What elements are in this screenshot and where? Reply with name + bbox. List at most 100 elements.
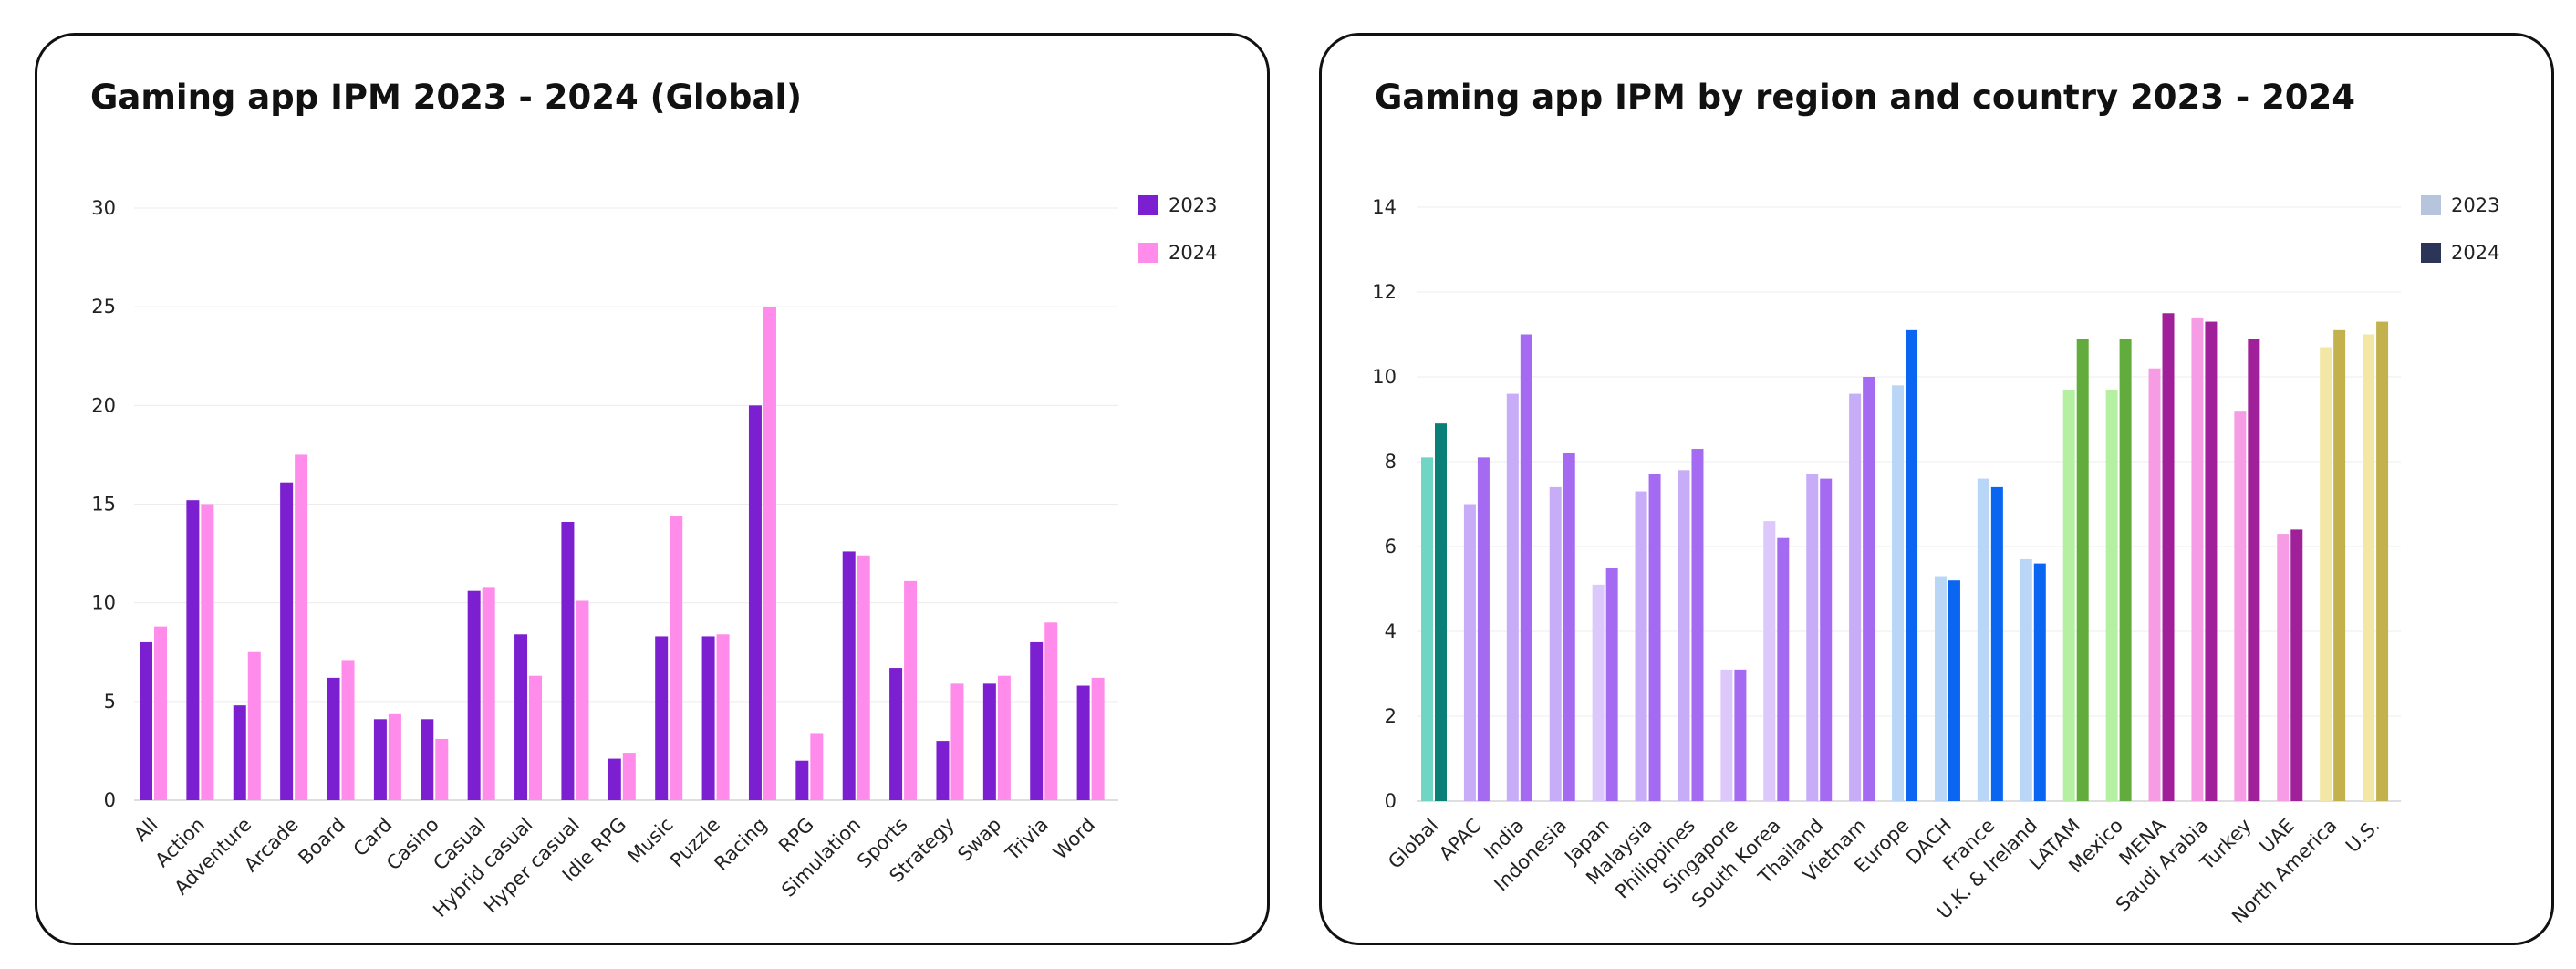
bar-2024-swap: [997, 675, 1011, 800]
bar-2023-mena: [2148, 368, 2161, 801]
bar-2024-puzzle: [716, 634, 730, 800]
bar-2024-mena: [2162, 313, 2175, 801]
y-tick-label: 30: [91, 197, 116, 219]
bar-2024-trivia: [1044, 622, 1058, 800]
y-tick-label: 14: [1372, 196, 1397, 218]
bar-2024-simulation: [857, 555, 870, 800]
bar-2023-global: [1421, 457, 1433, 801]
bar-chart-region-ipm: 02468101214GlobalAPACIndiaIndonesiaJapan…: [1372, 194, 2499, 928]
legend-label-2023: 2023: [2451, 194, 2499, 216]
bar-2023-uae: [2277, 534, 2290, 801]
chart-panel-global-ipm: Gaming app IPM 2023 - 2024 (Global) 0 5 10…: [35, 33, 1270, 945]
bar-2024-saudi-arabia: [2205, 321, 2218, 801]
bar-2023-north-america: [2320, 347, 2332, 801]
x-tick-label: Word: [1049, 814, 1099, 864]
bar-2023-card: [373, 719, 387, 800]
bar-2024-malaysia: [1648, 474, 1661, 801]
bar-2024-mexico: [2119, 339, 2132, 801]
bar-2024-card: [388, 713, 401, 800]
y-tick-label: 8: [1385, 451, 1397, 473]
bar-2023-casual: [467, 590, 481, 800]
bar-2023-india: [1506, 393, 1519, 801]
bar-2023-mexico: [2105, 389, 2118, 801]
bar-2023-malaysia: [1635, 491, 1647, 801]
bar-2024-all: [154, 626, 167, 800]
bar-2023-thailand: [1806, 474, 1819, 801]
legend-swatch-2024: [2421, 243, 2441, 263]
x-tick-label: APAC: [1435, 815, 1485, 865]
bar-2024-dach: [1948, 580, 1960, 801]
chart-title: Gaming app IPM by region and country 202…: [1375, 78, 2356, 117]
bar-2023-casino: [421, 719, 434, 800]
bar-2023-france: [1977, 478, 1989, 801]
bar-2023-arcade: [280, 482, 294, 800]
legend-label-2024: 2024: [1169, 242, 1217, 264]
bar-2024-word: [1091, 677, 1105, 800]
bar-2023-action: [186, 500, 200, 800]
bar-2023-adventure: [233, 705, 246, 800]
chart-panel-region-ipm: Gaming app IPM by region and country 202…: [1319, 33, 2554, 945]
x-tick-label: Casino: [382, 814, 443, 875]
x-tick-label: Swap: [953, 814, 1005, 866]
bar-2023-u-k-ireland: [2020, 558, 2032, 801]
bar-2023-board: [327, 677, 340, 800]
bar-2024-north-america: [2333, 329, 2346, 802]
bar-2024-music: [670, 516, 683, 800]
bar-2024-racing: [763, 307, 776, 801]
y-tick-label: 12: [1372, 281, 1397, 303]
bar-2024-indonesia: [1563, 453, 1575, 801]
x-tick-label: Racing: [710, 814, 771, 875]
bar-2023-europe: [1892, 385, 1905, 801]
bar-2023-apac: [1463, 504, 1476, 801]
y-tick-label: 2: [1385, 705, 1397, 727]
bar-2024-apac: [1477, 457, 1490, 801]
bar-2023-philippines: [1678, 470, 1690, 801]
bar-2024-south-korea: [1777, 537, 1790, 801]
bar-2023-u-s-: [2363, 334, 2375, 801]
bar-2024-sports: [904, 580, 918, 800]
bar-2024-india: [1520, 334, 1532, 801]
bar-2024-turkey: [2248, 339, 2260, 801]
y-tick-label: 5: [104, 691, 116, 713]
bar-2023-sports: [889, 668, 903, 800]
bar-2023-indonesia: [1549, 486, 1562, 801]
legend-label-2024: 2024: [2451, 242, 2499, 264]
bar-2023-latam: [2062, 389, 2075, 801]
bar-2024-uae: [2290, 529, 2303, 801]
y-tick-label: 0: [1385, 790, 1397, 812]
bar-2023-dach: [1934, 576, 1947, 801]
x-tick-label: Global: [1384, 815, 1442, 873]
bar-2024-strategy: [950, 683, 964, 800]
bar-2024-global: [1435, 423, 1447, 801]
bar-chart-global-ipm: 051015202530AllActionAdventureArcadeBoar…: [91, 194, 1217, 922]
bar-2023-hyper-casual: [561, 521, 575, 800]
bar-2024-rpg: [810, 733, 824, 800]
bar-2023-racing: [748, 405, 762, 800]
bar-2023-music: [655, 636, 669, 800]
x-tick-label: All: [130, 814, 161, 846]
y-tick-label: 15: [91, 494, 116, 516]
y-tick-label: 20: [91, 394, 116, 416]
bar-2024-thailand: [1820, 478, 1833, 801]
bar-2024-philippines: [1691, 449, 1704, 801]
bar-2024-japan: [1605, 568, 1618, 801]
chart-title: Gaming app IPM 2023 - 2024 (Global): [90, 78, 803, 117]
bar-2023-hybrid-casual: [514, 634, 528, 800]
y-tick-label: 4: [1385, 620, 1397, 642]
bar-2024-arcade: [295, 454, 308, 800]
legend-swatch-2023: [2421, 195, 2441, 215]
bar-2023-vietnam: [1849, 393, 1862, 801]
bar-2024-casino: [435, 738, 449, 800]
bar-2024-france: [1990, 486, 2003, 801]
bar-2024-hybrid-casual: [529, 675, 543, 800]
x-tick-label: Trivia: [1001, 814, 1053, 866]
bar-2024-hyper-casual: [576, 600, 589, 800]
bar-2023-japan: [1592, 584, 1605, 801]
bar-2024-u-k-ireland: [2033, 563, 2046, 801]
y-tick-label: 10: [1372, 366, 1397, 388]
bar-2024-idle-rpg: [622, 753, 636, 800]
legend-label-2023: 2023: [1169, 194, 1217, 216]
bar-2024-board: [341, 660, 355, 800]
bar-2023-saudi-arabia: [2191, 317, 2204, 801]
legend-swatch-2023: [1138, 195, 1158, 215]
